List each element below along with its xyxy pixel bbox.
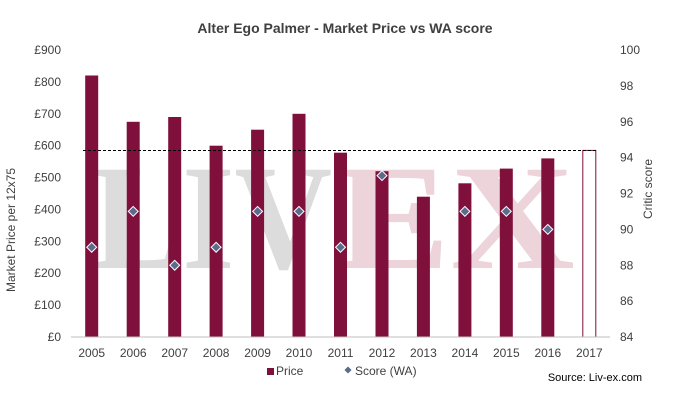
x-tick-label-2016: 2016 bbox=[534, 346, 561, 360]
x-tick-label-2015: 2015 bbox=[493, 346, 520, 360]
x-tick-label-2013: 2013 bbox=[410, 346, 437, 360]
score-marker-2016 bbox=[542, 223, 554, 236]
x-tick-label-2007: 2007 bbox=[161, 346, 188, 360]
y-left-tick-label: £400 bbox=[34, 202, 61, 216]
score-marker-2006 bbox=[127, 205, 139, 218]
y-right-tick-label: 92 bbox=[620, 187, 634, 201]
score-marker-2011 bbox=[334, 241, 347, 253]
y-left-tick-label: £800 bbox=[34, 75, 61, 89]
y-left-tick-label: £0 bbox=[48, 330, 62, 344]
y-right-tick-label: 84 bbox=[620, 330, 634, 344]
score-markers bbox=[86, 169, 554, 271]
source-note: Source: Liv-ex.com bbox=[548, 372, 642, 384]
score-marker-2009 bbox=[251, 205, 264, 218]
x-tick-label-2006: 2006 bbox=[120, 346, 147, 360]
x-tick-label-2009: 2009 bbox=[244, 346, 271, 360]
price-bar-2014 bbox=[458, 183, 472, 337]
legend-price-label: Price bbox=[276, 364, 304, 378]
y-left-tick-label: £600 bbox=[34, 139, 61, 153]
y-right-tick-label: 100 bbox=[620, 43, 640, 57]
price-bar-2013 bbox=[416, 196, 430, 337]
price-bar-2006 bbox=[126, 121, 140, 338]
y-right-tick-label: 96 bbox=[620, 115, 634, 129]
score-marker-2010 bbox=[293, 205, 305, 218]
x-tick-label-2005: 2005 bbox=[78, 346, 105, 360]
price-bar-2017 bbox=[582, 149, 597, 338]
score-marker-2015 bbox=[500, 205, 512, 218]
legend-score-label: Score (WA) bbox=[355, 364, 417, 378]
y-axis-left: £0 £100 £200 £300 £400 £500 £600 £700 £800 £900 bbox=[34, 43, 61, 344]
score-marker-2005 bbox=[86, 241, 98, 253]
price-bar-2012 bbox=[375, 171, 389, 337]
legend: Price Score (WA) bbox=[267, 364, 417, 378]
price-bar-2007 bbox=[168, 117, 182, 337]
price-bar-2008 bbox=[209, 145, 223, 337]
score-marker-2012 bbox=[376, 169, 388, 182]
x-tick-label-2012: 2012 bbox=[369, 346, 396, 360]
price-bar-2005 bbox=[85, 75, 99, 337]
y-right-tick-label: 94 bbox=[620, 151, 634, 165]
y-right-tick-label: 98 bbox=[620, 79, 634, 93]
x-tick-label-2010: 2010 bbox=[286, 346, 313, 360]
y-left-tick-label: £900 bbox=[34, 43, 61, 57]
x-tick-label-2014: 2014 bbox=[452, 346, 479, 360]
price-bar-2010 bbox=[292, 113, 306, 337]
legend-price-swatch bbox=[267, 368, 274, 375]
y-right-tick-label: 86 bbox=[620, 294, 634, 308]
x-tick-label-2017: 2017 bbox=[576, 346, 603, 360]
y-left-tick-label: £500 bbox=[34, 171, 61, 185]
watermark-ex: EX bbox=[335, 135, 575, 301]
x-tick-label-2011: 2011 bbox=[328, 346, 354, 360]
y-left-tick-label: £300 bbox=[34, 234, 61, 248]
chart-title: Alter Ego Palmer - Market Price vs WA sc… bbox=[197, 20, 492, 36]
y-right-tick-label: 88 bbox=[620, 258, 634, 272]
y-left-tick-label: £200 bbox=[34, 266, 61, 280]
score-marker-2008 bbox=[210, 241, 222, 253]
price-bar-2015 bbox=[499, 168, 513, 337]
legend-score-marker bbox=[343, 365, 353, 375]
y-axis-right-title: Critic score bbox=[641, 159, 655, 219]
price-bar-2016 bbox=[541, 158, 555, 337]
y-left-tick-label: £100 bbox=[34, 298, 61, 312]
y-axis-left-title: Market Price per 12x75 bbox=[4, 168, 18, 292]
x-axis-ticks: 2005 2006 2007 2008 2009 2010 2011 2012 2013 2014… bbox=[78, 346, 603, 360]
x-tick-label-2008: 2008 bbox=[203, 346, 230, 360]
y-left-tick-label: £700 bbox=[34, 107, 61, 121]
score-marker-2007 bbox=[169, 259, 181, 271]
y-right-tick-label: 90 bbox=[620, 222, 634, 236]
y-axis-right: 84 86 88 90 92 94 96 98 100 bbox=[620, 43, 640, 344]
score-marker-2014 bbox=[459, 205, 471, 218]
price-bar-2009 bbox=[251, 129, 265, 337]
price-bars bbox=[85, 75, 597, 338]
